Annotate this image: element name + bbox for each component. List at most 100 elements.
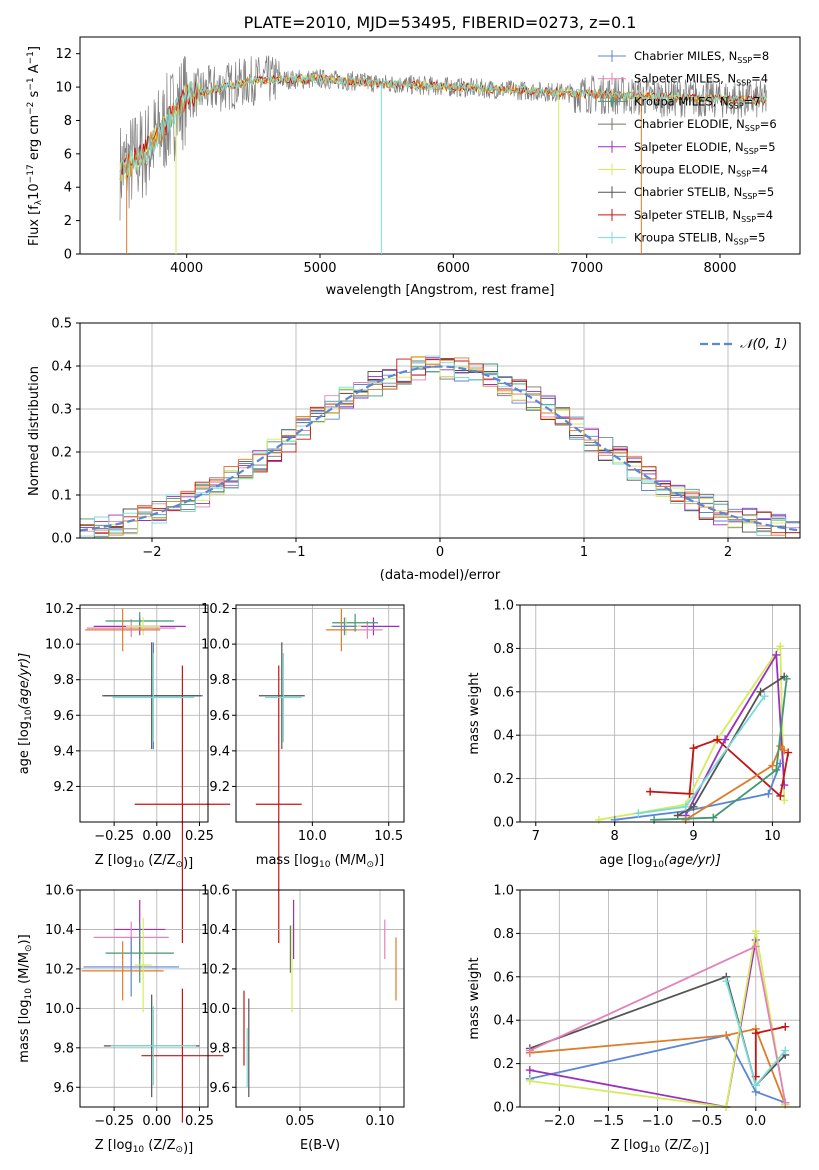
tick-label: 9.4 — [209, 744, 230, 759]
tick-label: 9.6 — [209, 709, 230, 724]
tick-label: 9.6 — [53, 1081, 74, 1096]
tick-label: 0.0 — [745, 1114, 766, 1129]
tick-label: 0.25 — [185, 1114, 214, 1129]
tick-label: 2 — [724, 545, 732, 560]
mw-series-line — [529, 1034, 786, 1104]
tick-label: 8 — [611, 829, 619, 844]
tick-label: −0.5 — [691, 1114, 723, 1129]
mw-series-line — [529, 939, 757, 1109]
tick-label: 9 — [689, 829, 697, 844]
tick-label: 10 — [55, 81, 72, 96]
tick-label: 0.5 — [51, 317, 72, 332]
tick-label: 5000 — [303, 261, 336, 276]
legend-label: Kroupa ELODIE, NSSP=4 — [634, 163, 768, 179]
mw-point — [650, 815, 659, 824]
mw-point — [594, 815, 603, 824]
legend-label: Chabrier ELODIE, NSSP=6 — [634, 117, 777, 133]
tick-label: 8000 — [703, 261, 736, 276]
legend-label: Chabrier MILES, NSSP=8 — [634, 49, 769, 65]
tick-label: −1.5 — [593, 1114, 625, 1129]
tick-label: 0.0 — [493, 1101, 514, 1116]
mw-point — [751, 1081, 760, 1090]
tick-label: 10.4 — [45, 923, 74, 938]
mw-point — [768, 761, 777, 770]
mw-point — [525, 1066, 534, 1075]
tick-label: 1 — [580, 545, 588, 560]
tick-label: 10.0 — [201, 1002, 230, 1017]
tick-label: 0.1 — [51, 489, 72, 504]
axis-label: Z [log10 (Z/Z⊙)] — [95, 853, 194, 871]
tick-label: 10.0 — [201, 638, 230, 653]
spectrum-legend: Chabrier MILES, NSSP=8 Salpeter MILES, NS… — [598, 49, 777, 247]
z-vs-age-panel: −0.25 0.00 0.25 9.2 9.4 9.6 9.8 10.0 10.2 Z [log1… — [17, 602, 231, 943]
tick-label: 0.4 — [51, 360, 72, 375]
histogram-step — [80, 356, 800, 539]
mw-point — [782, 674, 791, 683]
legend-label: Salpeter MILES, NSSP=4 — [634, 72, 768, 88]
mw-series-line — [638, 695, 766, 815]
mw-point — [751, 942, 760, 951]
tick-label: 10.2 — [201, 962, 230, 977]
histogram-step — [80, 355, 800, 537]
mw-point — [776, 642, 785, 651]
tick-label: 9.2 — [209, 780, 230, 795]
panel-frame — [519, 604, 801, 823]
tick-label: −0.25 — [94, 1114, 134, 1129]
histogram-xticks: −2 −1 0 1 2 — [142, 538, 732, 560]
mw-point — [781, 1098, 790, 1107]
histogram-legend-label: 𝒩(0, 1) — [740, 337, 787, 352]
mw-point — [760, 692, 769, 701]
tick-label: −2.0 — [544, 1114, 576, 1129]
tick-label: 0.0 — [51, 532, 72, 547]
tick-label: −2 — [142, 545, 161, 560]
mw-series-line — [685, 744, 785, 821]
axis-label: age [log10(age/yr)] — [599, 853, 721, 870]
tick-label: 7 — [532, 829, 540, 844]
tick-label: 0.4 — [493, 1014, 514, 1029]
mass-vs-age-panel: 10.0 10.5 9.2 9.4 9.6 9.8 10.0 10.2 mass [log10 … — [201, 602, 405, 943]
axis-label: mass [log10 (M/M⊙)] — [17, 934, 34, 1062]
mw-point — [756, 687, 765, 696]
mw-point — [780, 796, 789, 805]
tick-label: 0.05 — [286, 1114, 315, 1129]
mw-point — [721, 735, 730, 744]
z-vs-massweight-panel: −2.0 −1.5 −1.0 −0.5 0.0 0.0 0.2 0.4 0.6 0.8 1.0 Z [… — [467, 884, 801, 1156]
tick-label: 0.00 — [142, 1114, 171, 1129]
axis-label: age [log10(age/yr)] — [17, 653, 34, 775]
mw-series-line — [684, 651, 786, 816]
tick-label: 2 — [64, 214, 72, 229]
mw-point — [646, 787, 655, 796]
histogram-xlabel: (data-model)/error — [380, 568, 501, 583]
tick-label: 0 — [436, 545, 444, 560]
tick-label: 9.8 — [53, 673, 74, 688]
tick-label: 0.8 — [493, 927, 514, 942]
legend-label: Salpeter ELODIE, NSSP=5 — [634, 140, 776, 156]
mw-point — [772, 650, 781, 659]
tick-label: 1.0 — [493, 884, 514, 899]
tick-label: 0.4 — [493, 729, 514, 744]
spectrum-ylabel: Flux [fλ10−17 erg cm−2 s−1 A−1] — [26, 46, 44, 246]
mw-point — [713, 735, 722, 744]
legend-label: Chabrier STELIB, NSSP=5 — [634, 185, 774, 201]
mw-point — [689, 802, 698, 811]
axis-label: mass weight — [467, 672, 482, 754]
mw-point — [764, 789, 773, 798]
tick-label: 9.8 — [209, 1041, 230, 1056]
mw-point — [776, 791, 785, 800]
legend-label: Kroupa MILES, NSSP=7 — [634, 94, 760, 110]
mw-point — [751, 1029, 760, 1038]
mw-point — [525, 1046, 534, 1055]
histogram-step — [80, 356, 800, 539]
mw-point — [772, 765, 781, 774]
axis-label: Z [log10 (Z/Z⊙)] — [611, 1138, 710, 1156]
mw-point — [722, 1031, 731, 1040]
tick-label: −1 — [286, 545, 305, 560]
tick-label: 10.2 — [201, 602, 230, 617]
age-vs-massweight-panel: 7 8 9 10 0.0 0.2 0.4 0.6 0.8 1.0 age [log10(age/yr… — [467, 599, 801, 870]
normal-curve — [79, 365, 801, 532]
mw-point — [781, 1046, 790, 1055]
axis-label: Z [log10 (Z/Z⊙)] — [95, 1138, 194, 1156]
tick-label: 10.6 — [201, 884, 230, 899]
tick-label: 8 — [64, 114, 72, 129]
